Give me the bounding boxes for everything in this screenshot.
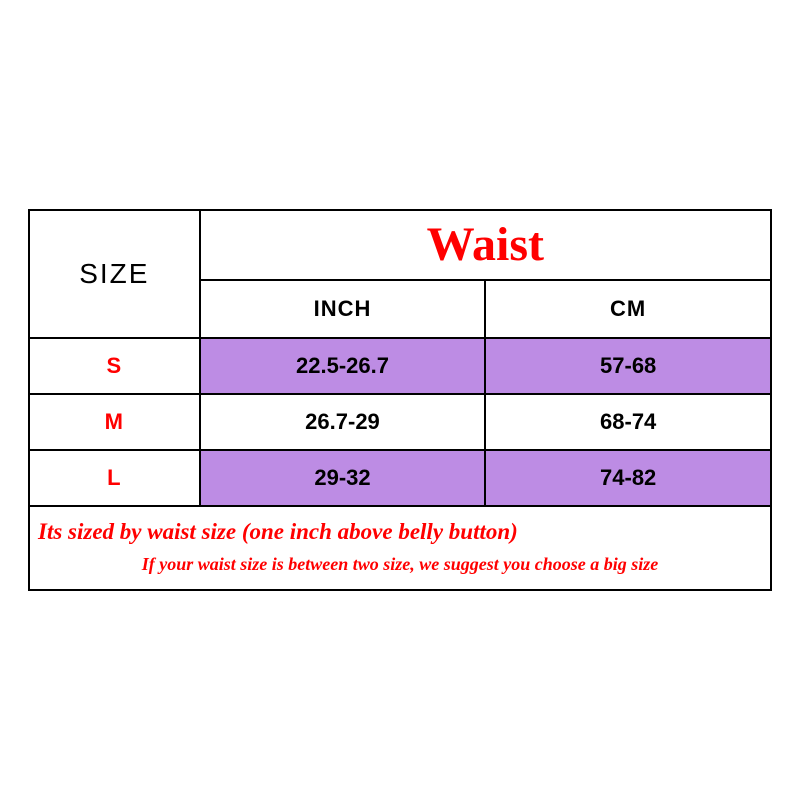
table-row: M 26.7-29 68-74 [29, 394, 771, 450]
size-label-m: M [29, 394, 200, 450]
size-label-s: S [29, 338, 200, 394]
table-row: L 29-32 74-82 [29, 450, 771, 506]
sizing-note-primary: Its sized by waist size (one inch above … [36, 517, 764, 547]
size-table: SIZE Waist INCH CM S 22.5-26.7 57-68 M 2… [28, 209, 772, 507]
size-label-l: L [29, 450, 200, 506]
size-s-inch: 22.5-26.7 [200, 338, 486, 394]
inch-column-header: INCH [200, 280, 486, 338]
size-l-cm: 74-82 [485, 450, 771, 506]
size-m-inch: 26.7-29 [200, 394, 486, 450]
table-row: S 22.5-26.7 57-68 [29, 338, 771, 394]
sizing-notes: Its sized by waist size (one inch above … [28, 507, 772, 592]
size-l-inch: 29-32 [200, 450, 486, 506]
size-chart-container: SIZE Waist INCH CM S 22.5-26.7 57-68 M 2… [0, 0, 800, 800]
header-row-1: SIZE Waist [29, 210, 771, 280]
waist-column-header: Waist [200, 210, 771, 280]
size-m-cm: 68-74 [485, 394, 771, 450]
size-s-cm: 57-68 [485, 338, 771, 394]
sizing-note-secondary: If your waist size is between two size, … [36, 554, 764, 575]
size-column-header: SIZE [29, 210, 200, 338]
cm-column-header: CM [485, 280, 771, 338]
